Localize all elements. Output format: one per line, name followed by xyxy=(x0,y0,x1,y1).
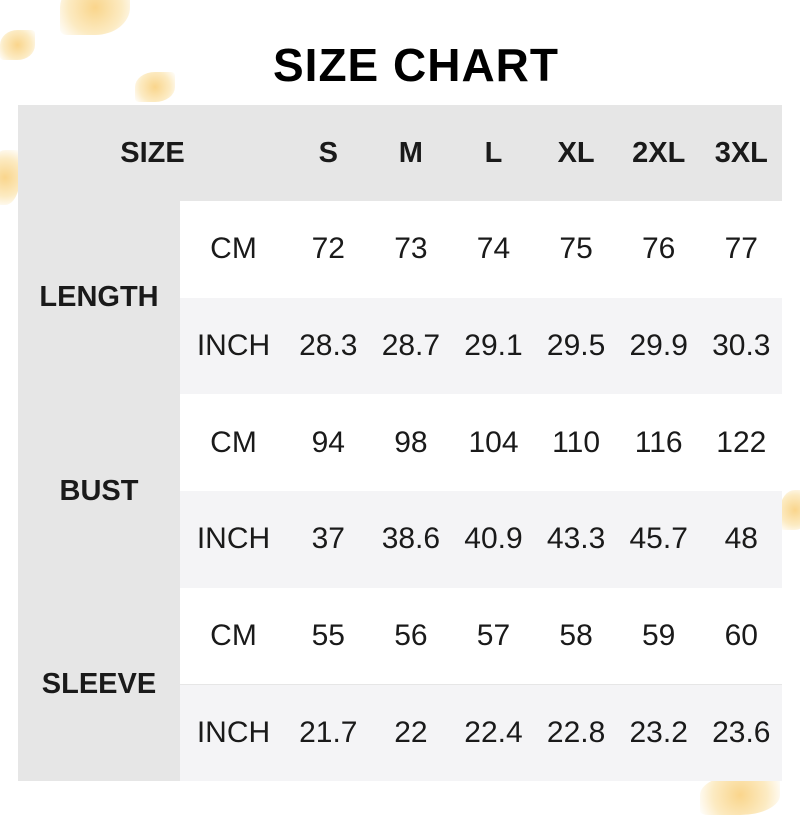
maple-leaf-decoration xyxy=(135,72,175,102)
unit-label: INCH xyxy=(196,715,271,749)
value-cell: 45.7 xyxy=(629,522,688,556)
value-cell: 110 xyxy=(552,425,600,459)
value-cell: 56 xyxy=(394,619,428,653)
value-cell: 104 xyxy=(468,425,519,459)
value-cell: 28.3 xyxy=(299,329,358,363)
value-cell: 72 xyxy=(311,232,345,266)
value-cell: 29.9 xyxy=(629,329,688,363)
maple-leaf-decoration xyxy=(0,150,20,205)
value-cell: 60 xyxy=(724,619,758,653)
size-header-xl: XL xyxy=(557,137,595,169)
size-header-3xl: 3XL xyxy=(714,137,768,169)
table-row: INCH 21.7 22 22.4 22.8 23.2 23.6 xyxy=(180,684,782,782)
value-cell: 22.8 xyxy=(546,715,606,749)
value-cell: 57 xyxy=(476,619,511,653)
size-chart-table: SIZE S M L XL 2XL 3XL LENGTH CM 72 73 74 75 76 77 INC… xyxy=(18,105,782,782)
value-cell: 73 xyxy=(394,232,428,266)
value-cell: 77 xyxy=(724,232,758,266)
maple-leaf-decoration xyxy=(780,490,800,530)
size-header-s: S xyxy=(318,137,338,169)
value-cell: 75 xyxy=(559,232,593,266)
value-cell: 76 xyxy=(642,232,676,266)
measurement-label-length: LENGTH xyxy=(39,281,159,314)
size-header-2xl: 2XL xyxy=(632,137,686,169)
unit-label: CM xyxy=(210,425,257,459)
value-cell: 59 xyxy=(642,619,676,653)
value-cell: 122 xyxy=(716,425,767,459)
measurement-label-bust: BUST xyxy=(59,474,139,507)
value-cell: 30.3 xyxy=(712,329,771,363)
size-header-m: M xyxy=(398,137,423,169)
value-cell: 28.7 xyxy=(381,329,441,363)
value-cell: 23.2 xyxy=(629,715,688,749)
value-cell: 58 xyxy=(559,619,593,653)
value-cell: 94 xyxy=(311,425,345,459)
table-row: CM 55 56 57 58 59 60 xyxy=(180,587,782,685)
size-header-l: L xyxy=(484,137,503,169)
size-header-label: SIZE xyxy=(120,137,185,169)
maple-leaf-decoration xyxy=(0,30,35,60)
value-cell: 37 xyxy=(311,522,345,556)
value-cell: 29.5 xyxy=(546,329,606,363)
value-cell: 98 xyxy=(394,425,428,459)
unit-label: INCH xyxy=(196,522,271,556)
value-cell: 55 xyxy=(311,619,345,653)
value-cell: 22 xyxy=(394,715,428,749)
measurement-label-sleeve: SLEEVE xyxy=(41,667,157,700)
value-cell: 22.4 xyxy=(464,715,523,749)
unit-label: INCH xyxy=(196,329,271,363)
page-title: SIZE CHART xyxy=(273,39,559,91)
table-row: INCH 28.3 28.7 29.1 29.5 29.9 30.3 xyxy=(180,297,782,395)
value-cell: 74 xyxy=(476,232,511,266)
table-row: CM 72 73 74 75 76 77 xyxy=(180,201,782,298)
value-cell: 48 xyxy=(724,522,758,556)
unit-label: CM xyxy=(210,232,257,266)
value-cell: 23.6 xyxy=(712,715,771,749)
value-cell: 38.6 xyxy=(381,522,441,556)
value-cell: 116 xyxy=(634,425,683,459)
maple-leaf-decoration xyxy=(60,0,130,35)
value-cell: 43.3 xyxy=(546,522,606,556)
value-cell: 29.1 xyxy=(464,329,523,363)
value-cell: 21.7 xyxy=(299,715,358,749)
table-row: CM 94 98 104 110 116 122 xyxy=(180,394,782,492)
unit-label: CM xyxy=(210,619,257,653)
table-row: INCH 37 38.6 40.9 43.3 45.7 48 xyxy=(180,491,782,588)
value-cell: 40.9 xyxy=(464,522,523,556)
